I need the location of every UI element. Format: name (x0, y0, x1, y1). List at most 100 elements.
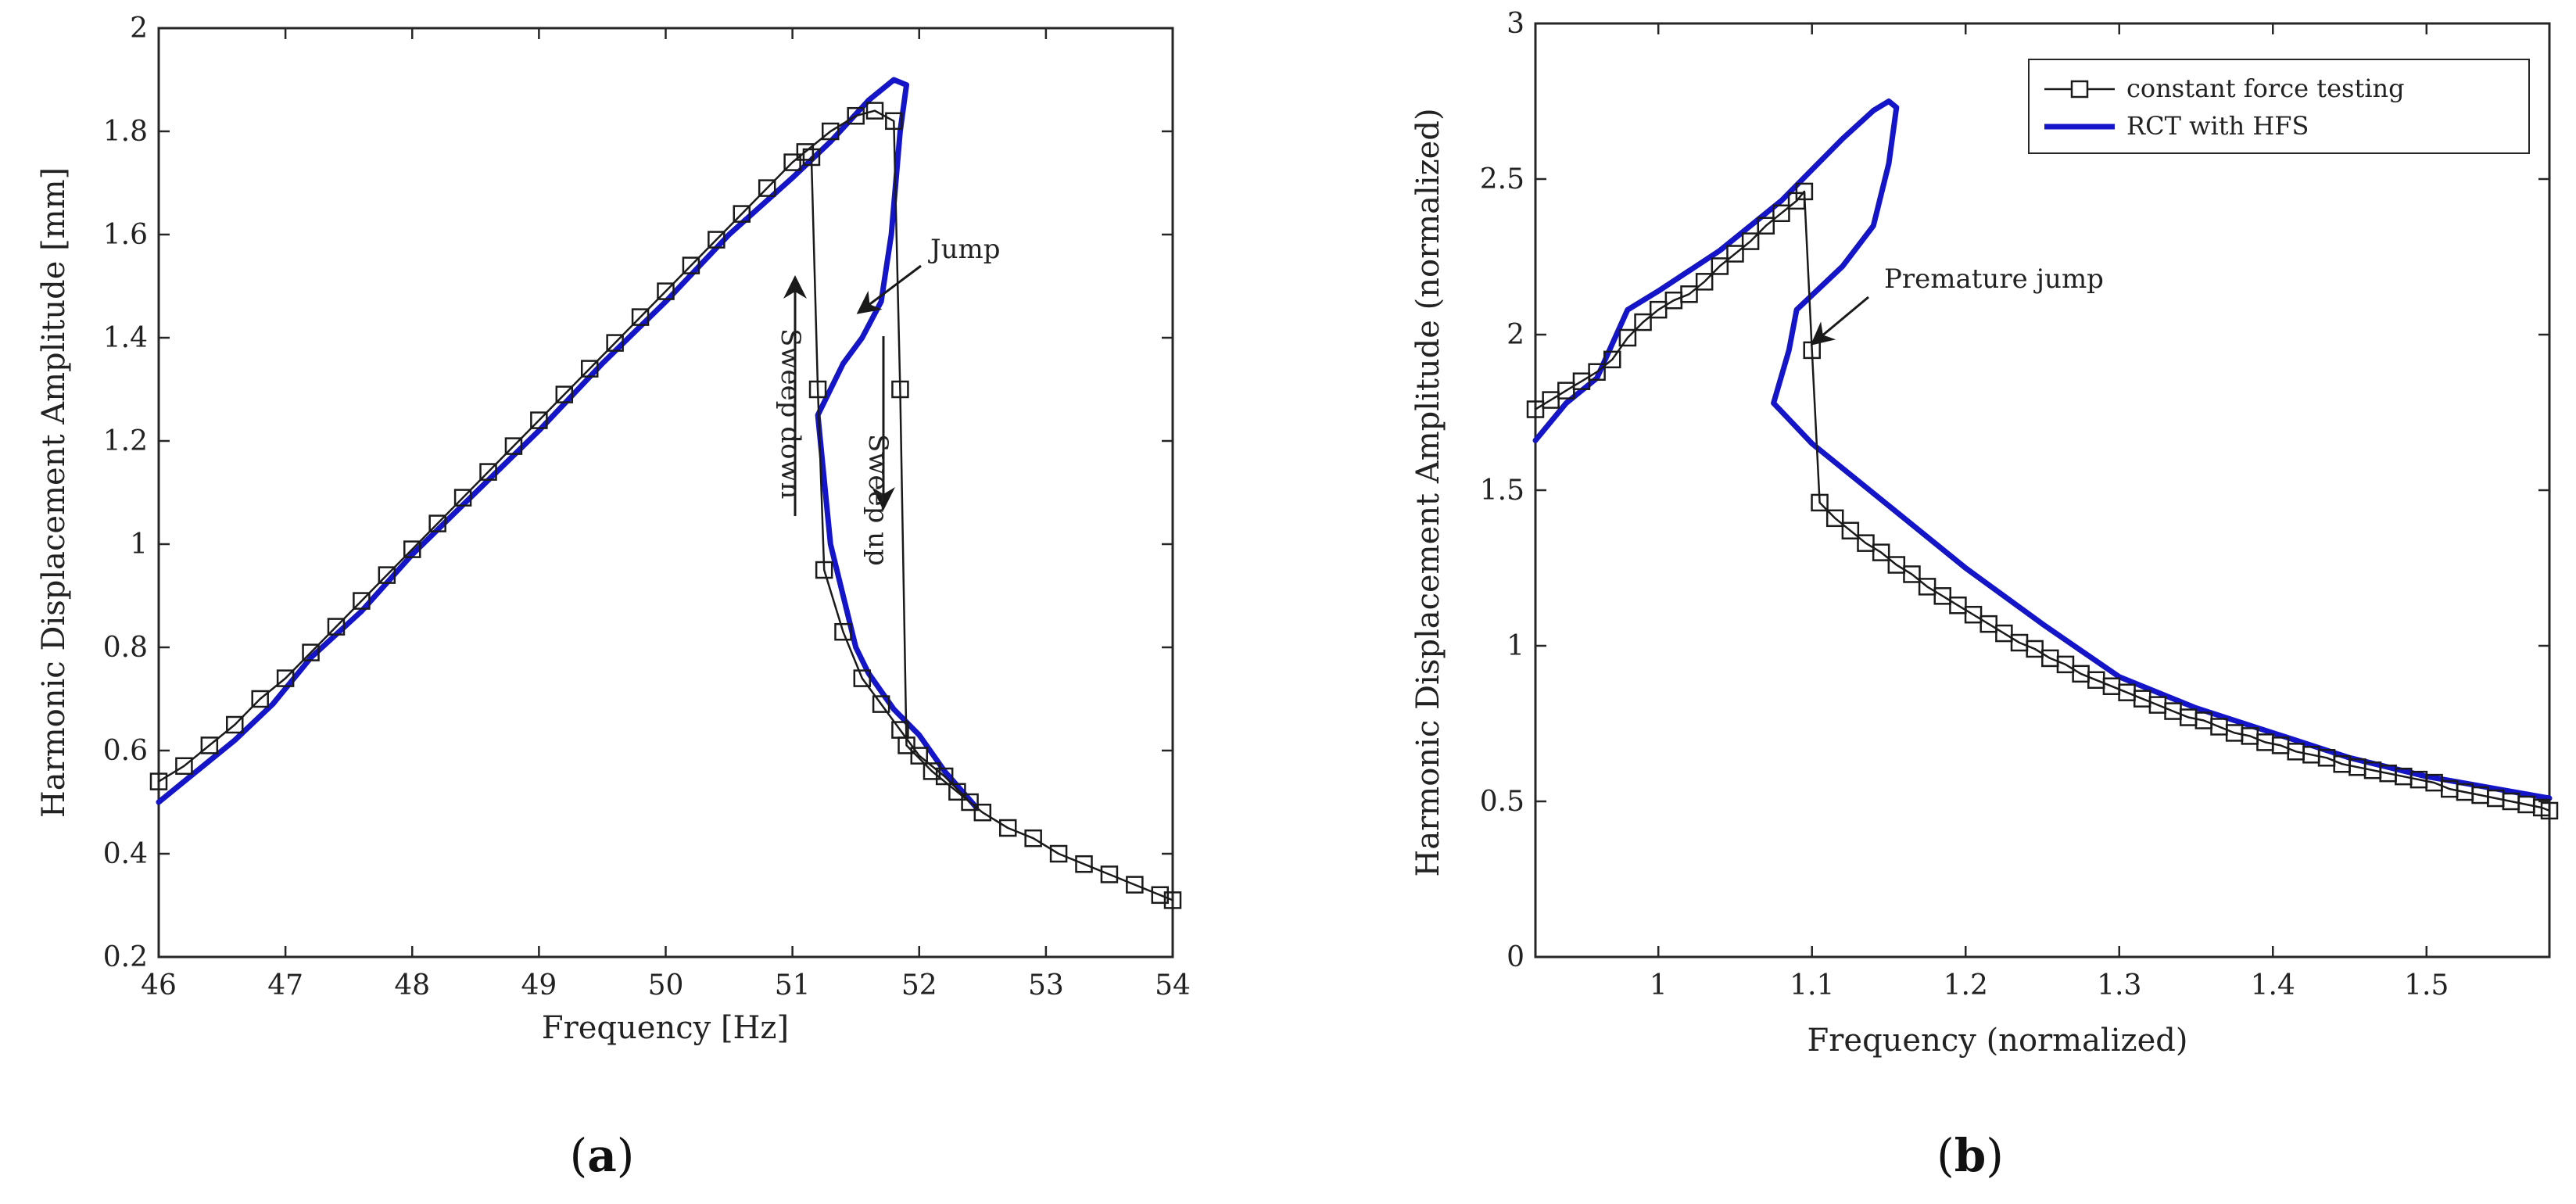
y-tick-label: 1 (130, 529, 148, 561)
data-point-square (1757, 217, 1775, 235)
data-point-square (1964, 605, 1983, 624)
data-point-square (948, 783, 966, 801)
data-point-square (853, 669, 872, 687)
data-point-square (175, 757, 193, 776)
data-point-square (1680, 285, 1698, 303)
data-point-square (530, 411, 548, 429)
plot-area-a (157, 27, 1174, 959)
data-point-square (1100, 865, 1119, 883)
data-point-square (580, 360, 599, 378)
data-point-square (885, 112, 903, 131)
x-tick-label: 1.4 (2251, 969, 2295, 1002)
y-tick-label: 2 (130, 13, 148, 45)
y-tick-label: 0 (1507, 941, 1524, 973)
data-point-square (276, 669, 295, 687)
data-point-square (796, 143, 815, 161)
data-point-square (302, 643, 320, 661)
series-line-constant-force (810, 156, 971, 804)
data-point-square (802, 148, 821, 167)
y-tick-label: 0.4 (103, 838, 148, 870)
annotation-sweep-up: Sweep up (862, 434, 894, 566)
data-point-square (998, 819, 1017, 837)
data-point-square (1151, 886, 1170, 905)
data-point-square (251, 690, 269, 708)
x-tick-label: 49 (521, 969, 557, 1002)
data-point-square (1163, 891, 1182, 909)
x-axis-ticks-a: 46 47 48 49 50 51 52 53 54 (141, 28, 1191, 1002)
y-tick-label: 1.4 (103, 322, 148, 354)
chart-panel-a: 46 47 48 49 50 51 52 53 54 0.2 0.4 0.6 0.8 1 1.2 1.4 1.… (36, 13, 1191, 1182)
x-axis-label-a: Frequency [Hz] (542, 1010, 789, 1046)
data-point-square (758, 179, 776, 197)
x-tick-label: 1.2 (1944, 969, 1988, 1002)
data-point-square (1542, 391, 1560, 409)
data-point-square (353, 592, 371, 610)
data-point-square (783, 153, 801, 171)
data-point-square (1618, 328, 1637, 347)
data-point-square (1588, 363, 1606, 382)
data-point-square (1857, 534, 1875, 552)
x-tick-label: 52 (901, 969, 937, 1002)
y-axis-label-a: Harmonic Displacement Amplitude [mm] (36, 167, 72, 818)
y-tick-label: 0.5 (1480, 786, 1524, 818)
data-point-square (403, 540, 421, 558)
data-point-square (555, 385, 574, 403)
annotation-jump: Jump (928, 234, 1001, 265)
data-point-square (631, 308, 650, 326)
x-tick-label: 46 (141, 969, 177, 1002)
data-point-square (1949, 597, 1967, 615)
data-point-square (935, 767, 954, 786)
data-point-square (1887, 556, 1906, 574)
chart-panel-b: 1 1.1 1.2 1.3 1.4 1.5 0 0.5 1 1.5 2 2.5 3 Frequency… (1410, 8, 2559, 1182)
data-point-square (1933, 587, 1952, 605)
y-tick-label: 0.2 (103, 941, 148, 973)
data-point-square (910, 747, 928, 765)
annotation-sweep-down: Sweep down (775, 328, 806, 499)
y-tick-label: 1.2 (103, 425, 148, 457)
x-tick-label: 1.5 (2404, 969, 2449, 1002)
data-point-square (822, 122, 840, 141)
y-axis-label-b: Harmonic Displacement Amplitude (normali… (1410, 108, 1446, 876)
panel-label-b: (b) (1936, 1129, 2004, 1182)
data-point-square (1918, 578, 1936, 596)
y-axis-ticks-b: 0 0.5 1 1.5 2 2.5 3 (1480, 8, 2549, 973)
data-point-square (200, 736, 219, 754)
data-point-square (2056, 655, 2075, 674)
data-point-square (1526, 400, 1545, 418)
series-group-b (1526, 99, 2559, 820)
y-tick-label: 2 (1507, 319, 1524, 351)
data-point-square (973, 803, 992, 822)
legend-box (2028, 59, 2530, 154)
annotation-arrow-jump (856, 264, 922, 314)
data-point-square (1995, 624, 2013, 643)
x-tick-label: 1.3 (2097, 969, 2141, 1002)
data-point-square (606, 334, 624, 352)
y-axis-ticks-a: 0.2 0.4 0.6 0.8 1 1.2 1.4 1.6 1.8 2 (103, 13, 1173, 973)
data-point-square (1979, 615, 1997, 633)
data-point-square (428, 514, 446, 532)
data-point-square (226, 715, 244, 734)
legend-b: constant force testing RCT with HFS (2028, 59, 2530, 154)
y-tick-label: 2.5 (1480, 163, 1524, 195)
data-point-square (1711, 257, 1729, 275)
data-point-square (2026, 640, 2044, 658)
y-tick-label: 3 (1507, 8, 1524, 40)
legend-entry-rct: RCT with HFS (2126, 111, 2309, 141)
data-point-square (808, 380, 827, 399)
data-point-square (1024, 829, 1042, 847)
plot-area-b (1534, 22, 2551, 959)
data-point-square (682, 256, 700, 274)
data-point-square (327, 618, 346, 636)
data-point-square (1726, 245, 1744, 263)
data-point-square (1811, 493, 1829, 512)
data-point-square (657, 282, 675, 300)
x-tick-label: 51 (775, 969, 811, 1002)
data-point-square (1741, 232, 1760, 250)
data-point-square (1049, 844, 1068, 863)
series-line-constant-force (157, 109, 1174, 901)
data-point-square (1603, 350, 1621, 369)
data-point-square (815, 561, 833, 579)
data-point-square (1572, 372, 1591, 390)
data-point-square (1772, 204, 1790, 223)
